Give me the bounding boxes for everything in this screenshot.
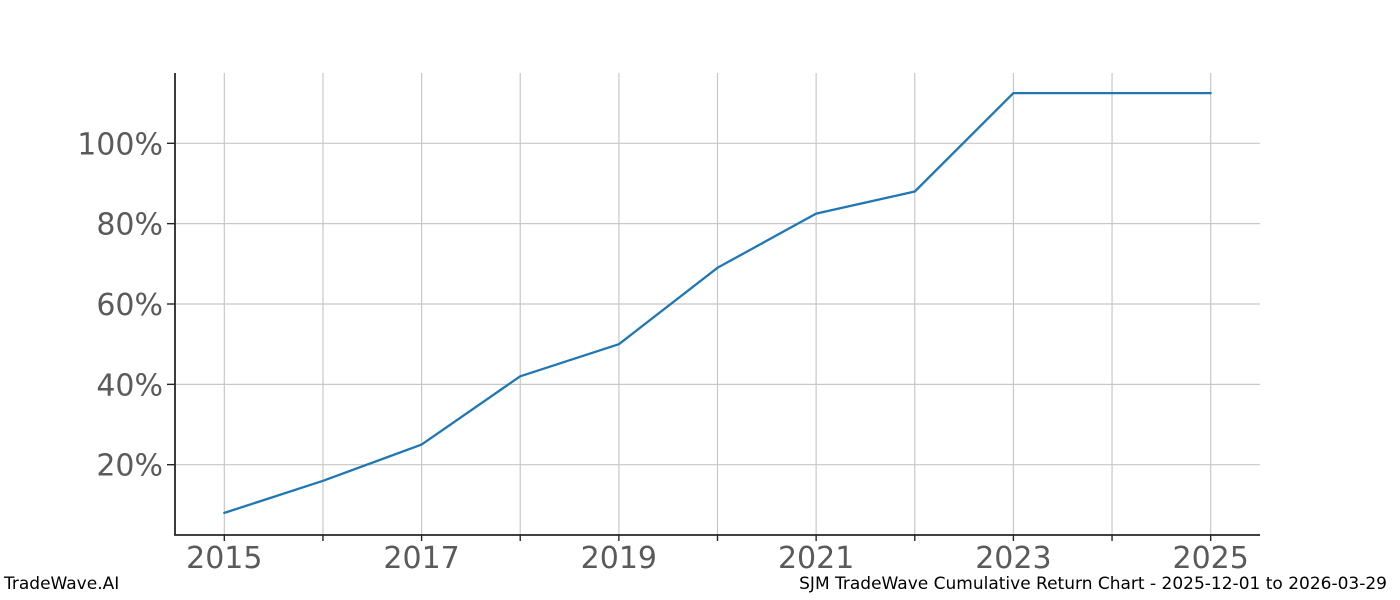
x-tick-label: 2023 xyxy=(975,541,1051,576)
y-tick-label: 20% xyxy=(96,449,163,484)
y-tick-label: 80% xyxy=(96,208,163,243)
y-tick-label: 40% xyxy=(96,368,163,403)
chart-caption: SJM TradeWave Cumulative Return Chart - … xyxy=(799,574,1387,594)
y-tick-label: 60% xyxy=(96,288,163,323)
y-tick-label: 100% xyxy=(77,127,163,162)
footer: TradeWave.AI SJM TradeWave Cumulative Re… xyxy=(4,574,1387,594)
x-tick-label: 2025 xyxy=(1173,541,1249,576)
x-tick-label: 2017 xyxy=(383,541,459,576)
brand-watermark: TradeWave.AI xyxy=(4,574,120,594)
x-tick-label: 2021 xyxy=(778,541,854,576)
x-tick-label: 2015 xyxy=(186,541,262,576)
x-tick-label: 2019 xyxy=(581,541,657,576)
series-line xyxy=(223,91,1212,515)
